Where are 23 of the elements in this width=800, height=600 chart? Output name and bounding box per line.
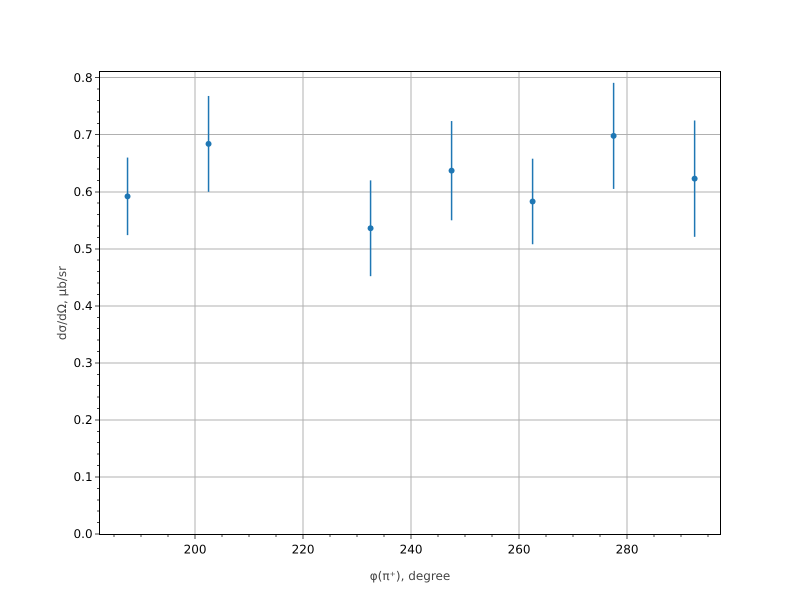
y-tick-label: 0.1: [74, 470, 93, 484]
point: [368, 225, 374, 232]
point: [610, 132, 617, 139]
x-tick-label: 200: [184, 542, 207, 556]
point: [448, 168, 455, 174]
y-tick-label: 0.3: [74, 356, 93, 370]
y-tick-label: 0.4: [74, 299, 93, 314]
point: [530, 198, 536, 204]
x-tick-label: 220: [292, 542, 315, 556]
y-tick-label: 0.0: [74, 527, 93, 542]
y-tick-label: 0.7: [74, 128, 93, 142]
x-tick-label: 260: [508, 542, 531, 556]
y-tick-label: 0.8: [74, 70, 93, 85]
y-tick-label: 0.6: [74, 184, 93, 199]
point: [206, 140, 212, 147]
x-tick-label: 280: [616, 542, 639, 556]
point: [124, 193, 131, 200]
y-axis-title: dσ/dΩ, μb/sr: [55, 266, 69, 340]
y-tick-label: 0.2: [74, 413, 93, 428]
y-tick-label: 0.5: [74, 242, 93, 256]
point: [692, 176, 698, 182]
x-tick-label: 240: [400, 542, 423, 556]
x-axis-title: φ(π⁺), degree: [370, 569, 450, 583]
